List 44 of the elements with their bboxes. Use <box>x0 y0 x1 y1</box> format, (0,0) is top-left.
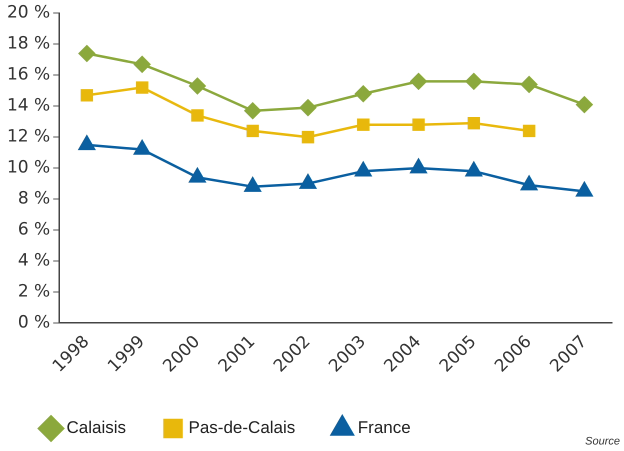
y-tick-label: 14 % <box>6 96 50 116</box>
legend-label: France <box>358 418 411 438</box>
point <box>412 118 425 131</box>
y-tick-label: 12 % <box>6 126 50 147</box>
text: Source <box>585 436 620 448</box>
point <box>410 73 427 90</box>
point <box>522 124 536 138</box>
point <box>78 136 96 150</box>
y-tick-label: 6 % <box>18 219 50 240</box>
point <box>520 76 538 93</box>
legend-label: Pas-de-Calais <box>188 418 296 438</box>
point <box>355 162 372 176</box>
legend-label: Calaisis <box>66 418 126 438</box>
point <box>354 85 372 102</box>
point <box>466 162 482 176</box>
y-tick-label: 10 % <box>6 158 50 178</box>
point <box>134 56 150 73</box>
point <box>191 109 204 122</box>
y-tick-label: 18 % <box>6 34 50 54</box>
point <box>576 96 593 113</box>
point <box>410 158 427 174</box>
point <box>468 116 480 130</box>
point <box>300 99 316 116</box>
y-tick-label: 0 % <box>18 312 50 332</box>
point <box>300 174 316 189</box>
y-tick-label: 2 % <box>18 281 50 302</box>
y-tick-label: 4 % <box>18 250 50 270</box>
point <box>576 182 593 197</box>
point <box>466 73 482 90</box>
point <box>134 140 150 155</box>
point <box>302 130 314 144</box>
point <box>244 177 261 192</box>
point <box>80 89 94 102</box>
y-tick-label: 20 % <box>6 2 50 23</box>
point <box>244 102 261 120</box>
point <box>189 168 206 183</box>
point <box>520 176 538 190</box>
point <box>189 78 206 94</box>
y-tick-label: 16 % <box>6 64 50 85</box>
point <box>78 45 96 62</box>
point <box>246 124 259 138</box>
point <box>357 118 370 131</box>
point <box>136 81 148 94</box>
y-tick-label: 8 % <box>18 188 50 208</box>
